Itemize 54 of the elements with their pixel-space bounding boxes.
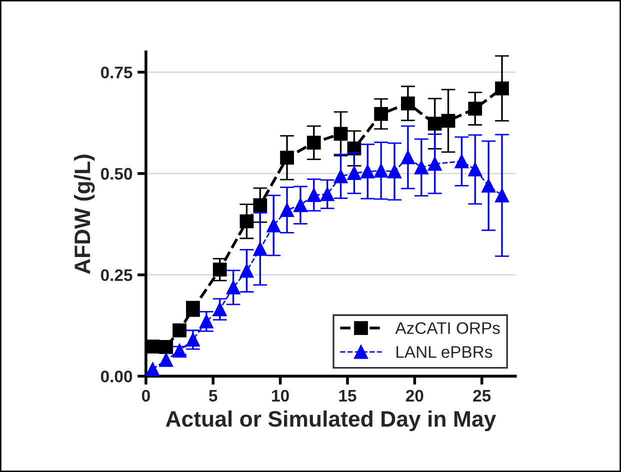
x-tick-label: 0 [142, 390, 150, 402]
point [240, 214, 254, 228]
point [294, 198, 308, 212]
point [482, 178, 496, 193]
legend-label: LANL ePBRs [396, 346, 492, 358]
point [159, 353, 174, 367]
point [347, 166, 362, 180]
point [334, 126, 348, 141]
point [334, 169, 348, 184]
point [253, 242, 268, 256]
x-axis-title: Actual or Simulated Day in May [166, 410, 496, 432]
point [212, 262, 227, 277]
point [146, 340, 160, 354]
point [374, 106, 388, 121]
point [388, 164, 402, 178]
y-tick-label: 0.25 [100, 269, 132, 282]
point [441, 114, 456, 128]
point [454, 154, 469, 168]
point [266, 218, 281, 232]
point [414, 160, 428, 174]
point [306, 136, 321, 150]
point [428, 156, 442, 171]
x-tick-label: 15 [339, 390, 356, 402]
point [240, 264, 254, 278]
x-tick-label: 10 [272, 390, 289, 402]
point [468, 102, 482, 116]
point [199, 314, 214, 328]
point [400, 150, 415, 164]
point [280, 203, 294, 217]
legend-label: AzCATI ORPs [395, 322, 500, 334]
point [212, 302, 227, 316]
point [172, 323, 186, 338]
x-tick-label: 5 [208, 390, 218, 402]
y-axis-title: AFDW (g/L) [74, 154, 95, 274]
point [146, 362, 160, 376]
point [468, 162, 482, 176]
x-tick-label: 20 [406, 390, 424, 402]
point [280, 150, 294, 165]
point [159, 340, 174, 354]
point [374, 164, 388, 178]
point [400, 96, 415, 110]
y-tick-label: 0.75 [100, 66, 132, 78]
y-tick-label: 0.50 [100, 168, 132, 180]
x-tick-label: 25 [473, 390, 491, 402]
point [253, 198, 268, 212]
point [306, 188, 321, 202]
point [495, 188, 509, 202]
y-tick-label: 0.00 [100, 370, 132, 382]
point [320, 187, 334, 202]
point [428, 116, 442, 131]
point [186, 332, 200, 347]
point [495, 81, 509, 96]
point [360, 164, 375, 178]
point [226, 280, 240, 294]
